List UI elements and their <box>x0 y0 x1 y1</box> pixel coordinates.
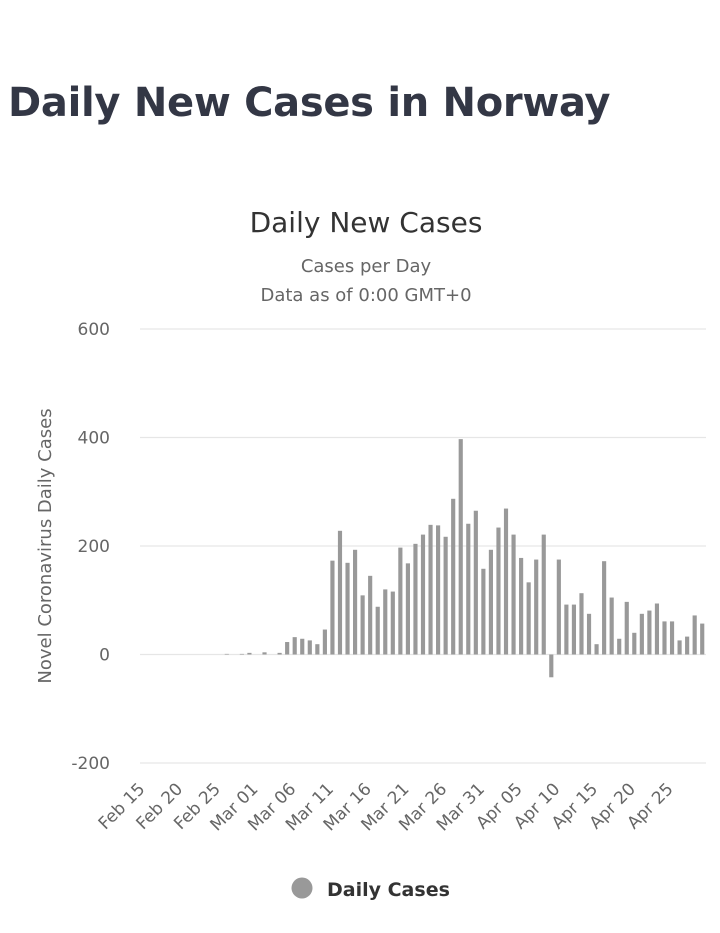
bar-mar-19[interactable] <box>390 591 395 655</box>
bar-apr-09[interactable] <box>549 654 554 678</box>
bar-apr-21[interactable] <box>639 613 644 655</box>
bar-mar-15[interactable] <box>360 595 365 655</box>
bar-feb-29[interactable] <box>247 652 252 655</box>
y-tick-label: 200 <box>78 537 110 557</box>
bar-mar-02[interactable] <box>262 652 267 655</box>
bar-mar-26[interactable] <box>443 536 448 655</box>
bar-apr-20[interactable] <box>632 632 637 655</box>
bar-apr-16[interactable] <box>602 561 607 655</box>
bar-mar-16[interactable] <box>368 575 373 655</box>
bar-mar-06[interactable] <box>292 637 297 655</box>
bar-apr-25[interactable] <box>669 621 675 655</box>
bar-mar-07[interactable] <box>300 638 305 655</box>
legend[interactable]: Daily Cases <box>291 877 450 902</box>
bar-apr-29[interactable] <box>700 623 705 655</box>
bar-mar-18[interactable] <box>383 589 388 655</box>
bar-mar-04[interactable] <box>277 652 282 655</box>
legend-marker-daily-cases[interactable] <box>291 877 313 899</box>
bar-mar-24[interactable] <box>428 524 433 655</box>
bar-mar-12[interactable] <box>337 530 343 655</box>
bar-apr-19[interactable] <box>624 601 629 655</box>
y-tick-labels: 600 400 200 0 -200 <box>71 320 110 774</box>
bar-mar-10[interactable] <box>322 629 327 655</box>
bar-mar-23[interactable] <box>420 534 426 655</box>
bar-apr-17[interactable] <box>609 597 614 655</box>
bar-mar-17[interactable] <box>375 606 380 655</box>
bars <box>224 439 705 678</box>
bar-mar-25[interactable] <box>436 525 441 655</box>
bar-mar-29[interactable] <box>466 523 471 655</box>
y-axis-title: Novel Coronavirus Daily Cases <box>35 408 56 683</box>
chart-title: Daily New Cases <box>250 206 483 239</box>
bar-mar-22[interactable] <box>413 543 418 655</box>
bar-apr-04[interactable] <box>511 534 516 655</box>
bar-mar-28[interactable] <box>458 439 463 655</box>
bar-mar-31[interactable] <box>481 568 486 655</box>
bar-apr-08[interactable] <box>541 534 546 655</box>
chart-subtitle: Cases per Day <box>301 256 432 277</box>
bar-apr-10[interactable] <box>556 559 561 655</box>
bar-mar-30[interactable] <box>473 510 478 655</box>
bar-feb-28[interactable] <box>239 653 244 655</box>
bar-apr-22[interactable] <box>647 610 652 655</box>
y-tick-label: 600 <box>78 320 110 340</box>
bar-apr-26[interactable] <box>677 640 682 655</box>
bar-mar-11[interactable] <box>330 560 335 655</box>
chart-subtitle-data-date: Data as of 0:00 GMT+0 <box>260 285 471 306</box>
y-tick-label: 0 <box>99 646 110 666</box>
bar-apr-01[interactable] <box>488 549 493 655</box>
y-tick-label: 400 <box>78 429 110 449</box>
y-tick-label: -200 <box>71 754 110 774</box>
bar-apr-14[interactable] <box>586 613 592 655</box>
bar-feb-26[interactable] <box>224 653 229 655</box>
bar-mar-21[interactable] <box>405 563 410 655</box>
bar-apr-13[interactable] <box>579 593 584 655</box>
bar-mar-27[interactable] <box>451 498 456 655</box>
bar-apr-18[interactable] <box>617 638 622 655</box>
bar-apr-23[interactable] <box>654 603 660 655</box>
bar-mar-14[interactable] <box>353 549 358 655</box>
bar-apr-11[interactable] <box>564 604 569 655</box>
bar-apr-06[interactable] <box>526 582 531 655</box>
bar-mar-09[interactable] <box>315 644 320 655</box>
bar-mar-08[interactable] <box>307 640 312 655</box>
bar-apr-12[interactable] <box>571 604 577 655</box>
bar-apr-24[interactable] <box>662 621 667 655</box>
bar-mar-20[interactable] <box>398 547 403 655</box>
bar-apr-03[interactable] <box>503 508 509 655</box>
bar-apr-27[interactable] <box>685 636 690 655</box>
bar-apr-05[interactable] <box>519 557 524 655</box>
bar-mar-05[interactable] <box>285 642 290 655</box>
bar-mar-13[interactable] <box>345 562 350 655</box>
bar-apr-07[interactable] <box>534 559 539 655</box>
page-title: Daily New Cases in Norway <box>8 80 611 126</box>
bar-apr-15[interactable] <box>594 644 599 655</box>
bar-apr-02[interactable] <box>496 527 501 655</box>
legend-label-daily-cases[interactable]: Daily Cases <box>327 879 450 901</box>
bar-apr-28[interactable] <box>692 615 697 655</box>
